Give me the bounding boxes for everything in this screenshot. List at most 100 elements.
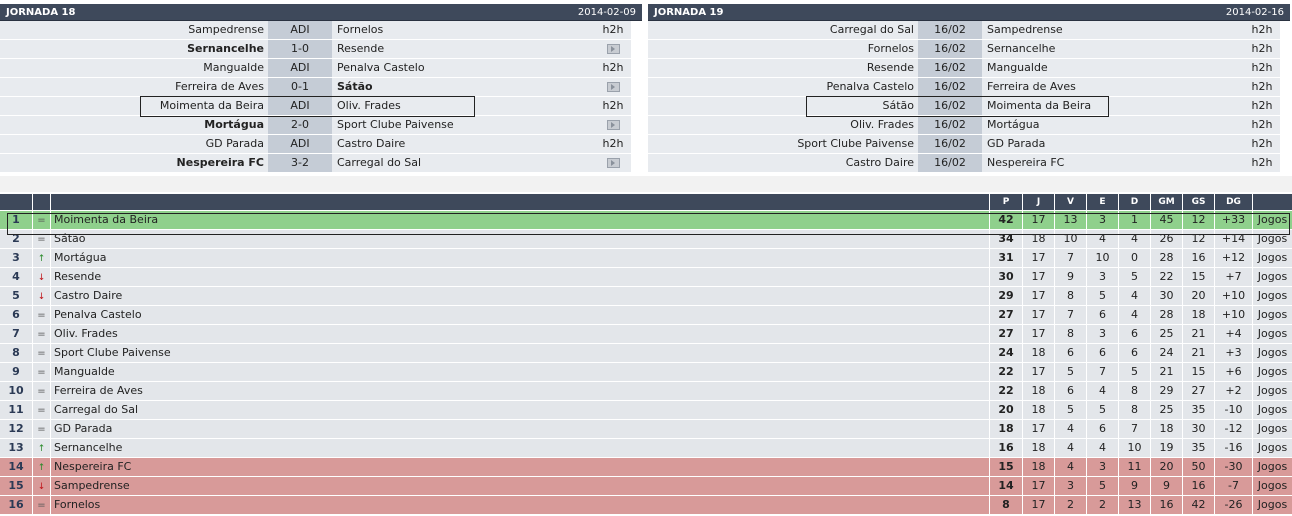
home-team[interactable]: Mangualde [203, 61, 264, 74]
away-team[interactable]: Mortágua [987, 118, 1040, 131]
home-team[interactable]: Penalva Castelo [826, 80, 914, 93]
jogos-link[interactable]: Jogos [1252, 211, 1292, 229]
video-link[interactable] [595, 78, 631, 96]
home-team[interactable]: Sampedrense [188, 23, 264, 36]
jogos-link[interactable]: Jogos [1252, 325, 1292, 343]
home-team[interactable]: Sport Clube Paivense [797, 137, 914, 150]
match-result[interactable]: 3-2 [268, 154, 332, 172]
video-link[interactable] [595, 40, 631, 58]
team-name[interactable]: Fornelos [54, 498, 101, 511]
jogos-link[interactable]: Jogos [1252, 439, 1292, 457]
away-team[interactable]: Resende [337, 42, 385, 55]
video-link[interactable] [595, 116, 631, 134]
video-icon[interactable] [606, 44, 620, 54]
jogos-link[interactable]: Jogos [1252, 401, 1292, 419]
jogos-link[interactable]: Jogos [1252, 249, 1292, 267]
home-team[interactable]: Resende [866, 61, 914, 74]
away-team[interactable]: Sampedrense [987, 23, 1063, 36]
h2h-link[interactable]: h2h [1251, 137, 1273, 150]
away-team[interactable]: Oliv. Frades [337, 99, 401, 112]
team-name[interactable]: GD Parada [54, 422, 113, 435]
jogos-link[interactable]: Jogos [1252, 287, 1292, 305]
h2h-link[interactable]: h2h [1251, 42, 1273, 55]
team-name[interactable]: Resende [54, 270, 102, 283]
match-result[interactable]: ADI [268, 21, 332, 39]
away-team[interactable]: Penalva Castelo [337, 61, 425, 74]
away-team[interactable]: Carregal do Sal [337, 156, 422, 169]
jogos-link[interactable]: Jogos [1252, 477, 1292, 495]
team-name[interactable]: Ferreira de Aves [54, 384, 143, 397]
h2h-link[interactable]: h2h [1251, 118, 1273, 131]
away-team[interactable]: Moimenta da Beira [987, 99, 1092, 112]
home-team[interactable]: Moimenta da Beira [159, 99, 264, 112]
home-team[interactable]: Sernancelhe [187, 42, 264, 55]
team-name[interactable]: Oliv. Frades [54, 327, 118, 340]
header-gm: GM [1150, 194, 1182, 210]
team-name[interactable]: Nespereira FC [54, 460, 132, 473]
jogos-link[interactable]: Jogos [1252, 268, 1292, 286]
h2h-link[interactable]: h2h [1251, 23, 1273, 36]
h2h-link[interactable]: h2h [602, 61, 624, 74]
h2h-link[interactable]: h2h [1251, 99, 1273, 112]
jogos-link[interactable]: Jogos [1252, 363, 1292, 381]
home-team[interactable]: Mortágua [204, 118, 264, 131]
highlight-box-first-row [7, 213, 1290, 235]
team-name[interactable]: Sport Clube Paivense [54, 346, 171, 359]
match-result[interactable]: 2-0 [268, 116, 332, 134]
h2h-link[interactable]: h2h [1251, 156, 1273, 169]
video-icon[interactable] [606, 82, 620, 92]
away-team[interactable]: GD Parada [987, 137, 1046, 150]
jogos-link[interactable]: Jogos [1252, 306, 1292, 324]
away-team[interactable]: Ferreira de Aves [987, 80, 1076, 93]
jogos-link[interactable]: Jogos [1252, 458, 1292, 476]
match-result[interactable]: 0-1 [268, 78, 332, 96]
team-name[interactable]: Mangualde [54, 365, 115, 378]
home-team[interactable]: Sátão [882, 99, 914, 112]
team-name[interactable]: Castro Daire [54, 289, 123, 302]
away-team[interactable]: Sernancelhe [987, 42, 1056, 55]
home-team[interactable]: Oliv. Frades [850, 118, 914, 131]
team-name[interactable]: Sampedrense [54, 479, 130, 492]
goals-for: 29 [1150, 382, 1182, 400]
away-team[interactable]: Fornelos [337, 23, 384, 36]
video-icon[interactable] [606, 158, 620, 168]
team-name[interactable]: Moimenta da Beira [54, 213, 159, 226]
match-result[interactable]: ADI [268, 97, 332, 115]
home-team[interactable]: Fornelos [867, 42, 914, 55]
jogos-link[interactable]: Jogos [1252, 382, 1292, 400]
team-name[interactable]: Mortágua [54, 251, 107, 264]
home-team[interactable]: Castro Daire [845, 156, 914, 169]
h2h-link[interactable]: h2h [1251, 61, 1273, 74]
team-name[interactable]: Carregal do Sal [54, 403, 139, 416]
jogos-link[interactable]: Jogos [1252, 496, 1292, 514]
away-team[interactable]: Mangualde [987, 61, 1048, 74]
h2h-link[interactable]: h2h [1251, 80, 1273, 93]
jogos-link[interactable]: Jogos [1252, 420, 1292, 438]
home-team[interactable]: Ferreira de Aves [175, 80, 264, 93]
home-team[interactable]: Nespereira FC [176, 156, 264, 169]
away-team[interactable]: Sátão [337, 80, 373, 93]
jogos-link[interactable]: Jogos [1252, 344, 1292, 362]
video-link[interactable] [595, 154, 631, 172]
draws: 10 [1086, 249, 1118, 267]
team-name[interactable]: Sátão [54, 232, 86, 245]
away-team[interactable]: Castro Daire [337, 137, 406, 150]
draws: 6 [1086, 420, 1118, 438]
match-result[interactable]: 1-0 [268, 40, 332, 58]
match-result[interactable]: ADI [268, 135, 332, 153]
video-icon[interactable] [606, 120, 620, 130]
team-name[interactable]: Sernancelhe [54, 441, 123, 454]
goal-difference: -26 [1214, 496, 1252, 514]
home-team[interactable]: Carregal do Sal [829, 23, 914, 36]
jogos-link[interactable]: Jogos [1252, 230, 1292, 248]
team-name[interactable]: Penalva Castelo [54, 308, 142, 321]
h2h-link[interactable]: h2h [602, 23, 624, 36]
match-result[interactable]: ADI [268, 59, 332, 77]
away-team[interactable]: Nespereira FC [987, 156, 1065, 169]
goal-difference: +14 [1214, 230, 1252, 248]
h2h-link[interactable]: h2h [602, 137, 624, 150]
away-team[interactable]: Sport Clube Paivense [337, 118, 454, 131]
match-row: Sport Clube Paivense 16/02 GD Parada h2h [648, 135, 1290, 154]
home-team[interactable]: GD Parada [205, 137, 264, 150]
h2h-link[interactable]: h2h [602, 99, 624, 112]
